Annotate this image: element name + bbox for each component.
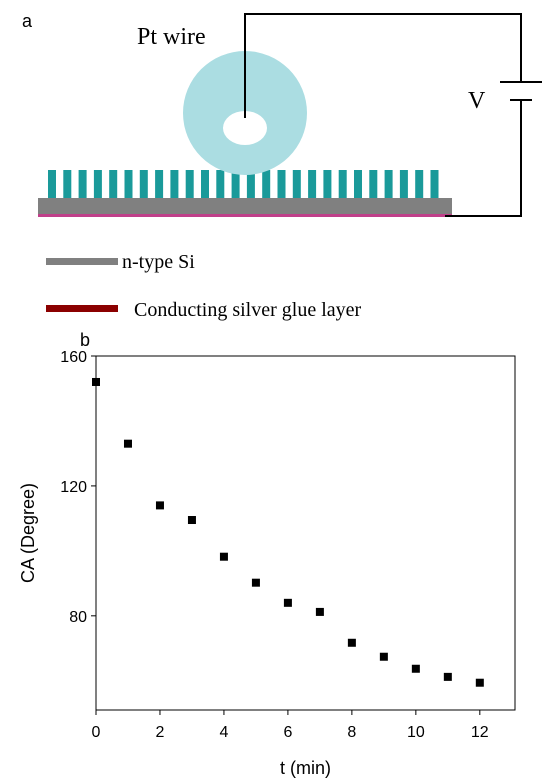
x-tick-label: 2 xyxy=(156,724,165,741)
legend-label: Conducting silver glue layer xyxy=(134,299,362,321)
nanowire xyxy=(308,170,317,198)
data-point xyxy=(219,552,228,561)
nanowire xyxy=(231,170,240,198)
nanowire xyxy=(201,170,209,198)
nanowire xyxy=(155,170,164,198)
y-tick-label: 120 xyxy=(60,479,87,496)
legend-swatch xyxy=(46,305,118,312)
nanowire xyxy=(246,170,255,198)
nanowire xyxy=(78,170,87,198)
wire xyxy=(244,13,522,118)
nanowire xyxy=(216,170,225,198)
nanowire xyxy=(399,170,408,198)
nanowire xyxy=(48,170,56,198)
nanowire xyxy=(354,170,362,198)
legend-swatch xyxy=(46,258,118,265)
nanowire xyxy=(124,170,133,198)
nanowire xyxy=(262,170,271,198)
nanowire xyxy=(185,170,194,198)
panel-label: b xyxy=(80,330,90,350)
nanowire xyxy=(63,170,72,198)
data-point xyxy=(475,678,484,687)
data-point xyxy=(379,652,388,661)
silver-glue xyxy=(38,214,452,217)
x-tick-label: 6 xyxy=(283,724,292,741)
voltage-label: V xyxy=(468,88,486,114)
data-point xyxy=(443,672,452,681)
data-point xyxy=(411,664,420,673)
si-substrate xyxy=(38,198,452,214)
chart: b 80 120 160 0 2 4 6 8 10 12 t (min) CA (Degree) xyxy=(18,330,516,778)
diagram: a Pt wire V n-type Si Conducting silver … xyxy=(22,11,542,321)
nanowire xyxy=(338,170,347,198)
data-point xyxy=(347,638,356,647)
nanowire xyxy=(369,170,378,198)
x-tick-label: 8 xyxy=(347,724,356,741)
nanowire xyxy=(384,170,393,198)
nanowire xyxy=(109,170,118,198)
nanowire xyxy=(170,170,179,198)
nanowire xyxy=(415,170,424,198)
y-tick-label: 160 xyxy=(60,349,87,366)
data-point xyxy=(123,439,132,448)
x-tick-label: 10 xyxy=(407,724,425,741)
pt-wire-label: Pt wire xyxy=(137,24,206,50)
x-tick-label: 12 xyxy=(471,724,489,741)
data-point xyxy=(283,598,292,607)
plot-frame xyxy=(95,355,516,711)
droplet-hole xyxy=(223,111,267,145)
nanowire xyxy=(430,170,439,198)
nanowire xyxy=(139,170,148,198)
legend-label: n-type Si xyxy=(122,251,195,273)
data-point xyxy=(315,607,324,616)
x-tick-label: 4 xyxy=(219,724,228,741)
nanowire-array xyxy=(48,170,439,198)
data-point xyxy=(251,578,260,587)
x-axis-label: t (min) xyxy=(280,758,331,778)
x-tick-label: 0 xyxy=(92,724,101,741)
y-axis-label: CA (Degree) xyxy=(18,483,38,583)
data-point xyxy=(187,516,196,525)
panel-label: a xyxy=(22,11,33,31)
data-point xyxy=(155,501,164,510)
nanowire xyxy=(323,170,332,198)
nanowire xyxy=(93,170,102,198)
y-tick-label: 80 xyxy=(69,609,87,626)
data-point xyxy=(92,377,100,386)
nanowire xyxy=(277,170,286,198)
nanowire xyxy=(292,170,301,198)
wire xyxy=(445,100,522,217)
